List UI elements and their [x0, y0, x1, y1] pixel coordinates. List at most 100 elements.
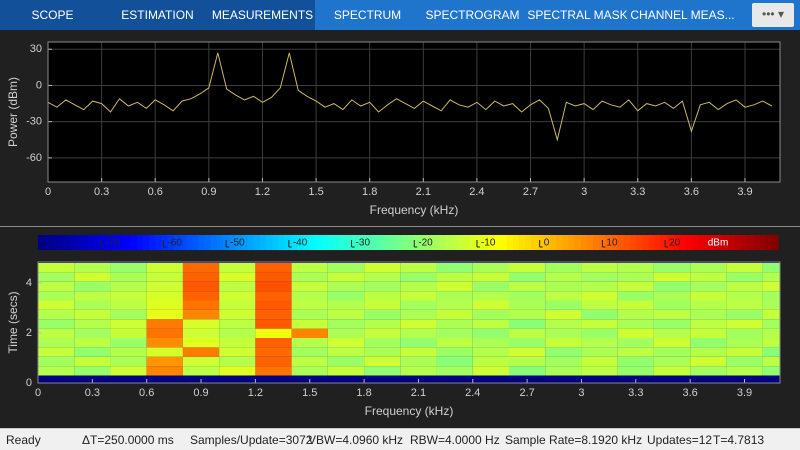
tab[interactable]: CHANNEL MEAS...	[630, 8, 735, 22]
heatmap-cell	[364, 328, 401, 338]
colorbar-segment	[531, 235, 538, 250]
colorbar-segment	[420, 235, 427, 250]
x-tick-label: 0.3	[85, 387, 100, 399]
x-axis-label: Frequency (kHz)	[370, 203, 459, 217]
heatmap-cell	[653, 347, 691, 357]
heatmap-cell	[327, 328, 365, 338]
colorbar-segment	[734, 235, 742, 250]
heatmap-cell	[38, 356, 75, 367]
heatmap-cell	[472, 366, 509, 376]
colorbar-segment	[118, 235, 125, 250]
heatmap-cell	[653, 272, 691, 282]
heatmap-cell	[74, 263, 111, 273]
heatmap-cell	[508, 281, 546, 292]
tab[interactable]: ESTIMATION	[105, 0, 210, 30]
colorbar-segment	[685, 235, 693, 250]
colorbar-segment	[605, 235, 612, 250]
colorbar-segment	[716, 235, 723, 250]
tab[interactable]: SPECTRUM	[333, 8, 402, 22]
heatmap-cell	[545, 319, 582, 329]
heatmap-cell	[472, 347, 509, 357]
heatmap-cell	[581, 300, 618, 310]
heatmap-cell	[653, 300, 691, 310]
heatmap-cell	[255, 328, 292, 338]
colorbar-segment	[771, 235, 779, 250]
colorbar-segment	[395, 235, 403, 250]
heatmap-cell	[400, 263, 437, 273]
heatmap-cell	[146, 347, 183, 357]
heatmap-cell	[762, 300, 780, 310]
heatmap-cell	[581, 272, 618, 282]
heatmap-cell	[74, 328, 111, 338]
heatmap-cell	[436, 300, 473, 310]
status-field: VBW=4.0960 kHz	[308, 433, 404, 447]
colorbar-segment	[401, 235, 409, 250]
heatmap-cell	[74, 291, 111, 301]
tab[interactable]: SPECTROGRAM	[425, 8, 520, 22]
heatmap-cell	[726, 366, 763, 376]
colorbar-segment	[68, 235, 76, 250]
heatmap-cell	[690, 300, 727, 310]
heatmap-cell	[508, 309, 546, 320]
colorbar-segment	[691, 235, 699, 250]
x-tick-label: 2.7	[523, 186, 538, 198]
heatmap-cell	[182, 347, 220, 357]
heatmap-cell	[436, 319, 473, 329]
heatmap-cell	[219, 263, 256, 273]
status-field: RBW=4.0000 Hz	[410, 433, 500, 447]
colorbar-segment	[679, 235, 686, 250]
colorbar-segment	[475, 235, 483, 250]
colorbar-segment	[482, 235, 489, 250]
heatmap-cell	[74, 338, 111, 348]
colorbar-segment	[167, 235, 175, 250]
heatmap-cell	[38, 347, 75, 357]
heatmap-cell	[38, 309, 75, 320]
heatmap-cell	[146, 300, 183, 310]
heatmap-cell	[182, 300, 220, 310]
colorbar-segment	[290, 235, 298, 250]
heatmap-cell	[617, 263, 654, 273]
heatmap-cell	[545, 281, 582, 292]
heatmap-cell	[653, 328, 691, 338]
heatmap-cell	[219, 356, 256, 367]
heatmap-cell	[400, 291, 437, 301]
colorbar-segment	[253, 235, 261, 250]
colorbar-segment	[414, 235, 421, 250]
heatmap-cell	[653, 356, 691, 367]
colorbar-segment	[673, 235, 680, 250]
more-button[interactable]: ••• ▾	[752, 3, 794, 27]
heatmap-cell	[508, 300, 546, 310]
heatmap-cell	[472, 338, 509, 348]
heatmap-cell	[726, 281, 763, 292]
colorbar-segment	[173, 235, 181, 250]
heatmap-cell	[617, 366, 654, 376]
heatmap-cell	[726, 319, 763, 329]
status-bar: Ready ΔT=250.0000 ms Samples/Update=3072…	[0, 428, 800, 450]
heatmap-cell	[364, 356, 401, 367]
colorbar-segment	[463, 235, 471, 250]
colorbar-segment	[586, 235, 594, 250]
x-tick-label: 0	[35, 387, 41, 399]
tab[interactable]: MEASUREMENTS	[210, 0, 315, 30]
y-tick-label: 4	[26, 277, 32, 289]
status-field: ΔT=250.0000 ms	[82, 433, 174, 447]
colorbar-segment	[506, 235, 514, 250]
heatmap-cell	[219, 281, 256, 292]
heatmap-cell	[146, 356, 183, 367]
tab[interactable]: SPECTRAL MASK	[527, 8, 628, 22]
heatmap-cell	[617, 319, 654, 329]
heatmap-cell	[400, 319, 437, 329]
heatmap-cell	[690, 319, 727, 329]
heatmap-cell	[690, 291, 727, 301]
heatmap-cell	[726, 328, 763, 338]
heatmap-cell	[617, 300, 654, 310]
colorbar-segment	[408, 235, 415, 250]
heatmap-cell	[581, 263, 618, 273]
heatmap-cell	[38, 263, 75, 273]
colorbar-tick-label: -20	[418, 238, 433, 249]
heatmap-cell	[472, 356, 509, 367]
heatmap-cell	[110, 356, 147, 367]
heatmap-cell	[653, 366, 691, 376]
tab[interactable]: SCOPE	[0, 0, 105, 30]
heatmap-cell	[291, 356, 328, 367]
